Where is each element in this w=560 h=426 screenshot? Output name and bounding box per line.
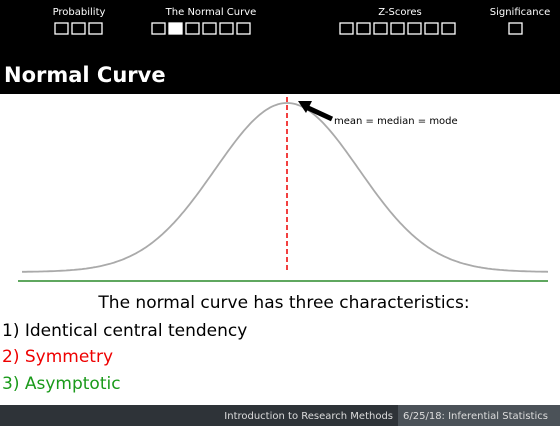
nav-boxes [54,22,523,35]
normal-curve [22,102,549,273]
footer-left [0,405,398,426]
nav-box[interactable] [151,22,166,35]
nav-box[interactable] [407,22,422,35]
nav-box[interactable] [168,22,183,35]
footer-session: 6/25/18: Inferential Statistics [403,411,548,422]
list-item: 3) Asymptotic [2,374,121,394]
nav-box[interactable] [424,22,439,35]
nav-label[interactable]: Significance [490,7,551,18]
list-item: 1) Identical central tendency [2,321,247,341]
nav-box[interactable] [54,22,69,35]
nav-box[interactable] [88,22,103,35]
footer-course: Introduction to Research Methods [224,411,393,422]
arrow-head [298,101,312,113]
nav-box[interactable] [508,22,523,35]
nav-box[interactable] [202,22,217,35]
footer-right [398,405,560,426]
nav-box[interactable] [236,22,251,35]
nav-box[interactable] [356,22,371,35]
slide-title: Normal Curve [4,63,166,87]
nav-box[interactable] [71,22,86,35]
nav-label[interactable]: The Normal Curve [165,7,257,18]
annotation: mean = median = mode [334,116,458,127]
nav-label[interactable]: Probability [53,7,106,18]
nav-label[interactable]: Z-Scores [378,7,422,18]
nav-box[interactable] [441,22,456,35]
nav-box[interactable] [339,22,354,35]
nav-box[interactable] [390,22,405,35]
nav-box[interactable] [373,22,388,35]
list-item: 2) Symmetry [2,347,113,367]
nav-box[interactable] [185,22,200,35]
arrow-shaft [304,104,334,122]
header-bg [0,0,560,94]
intro: The normal curve has three characteristi… [97,293,469,313]
nav-box[interactable] [219,22,234,35]
